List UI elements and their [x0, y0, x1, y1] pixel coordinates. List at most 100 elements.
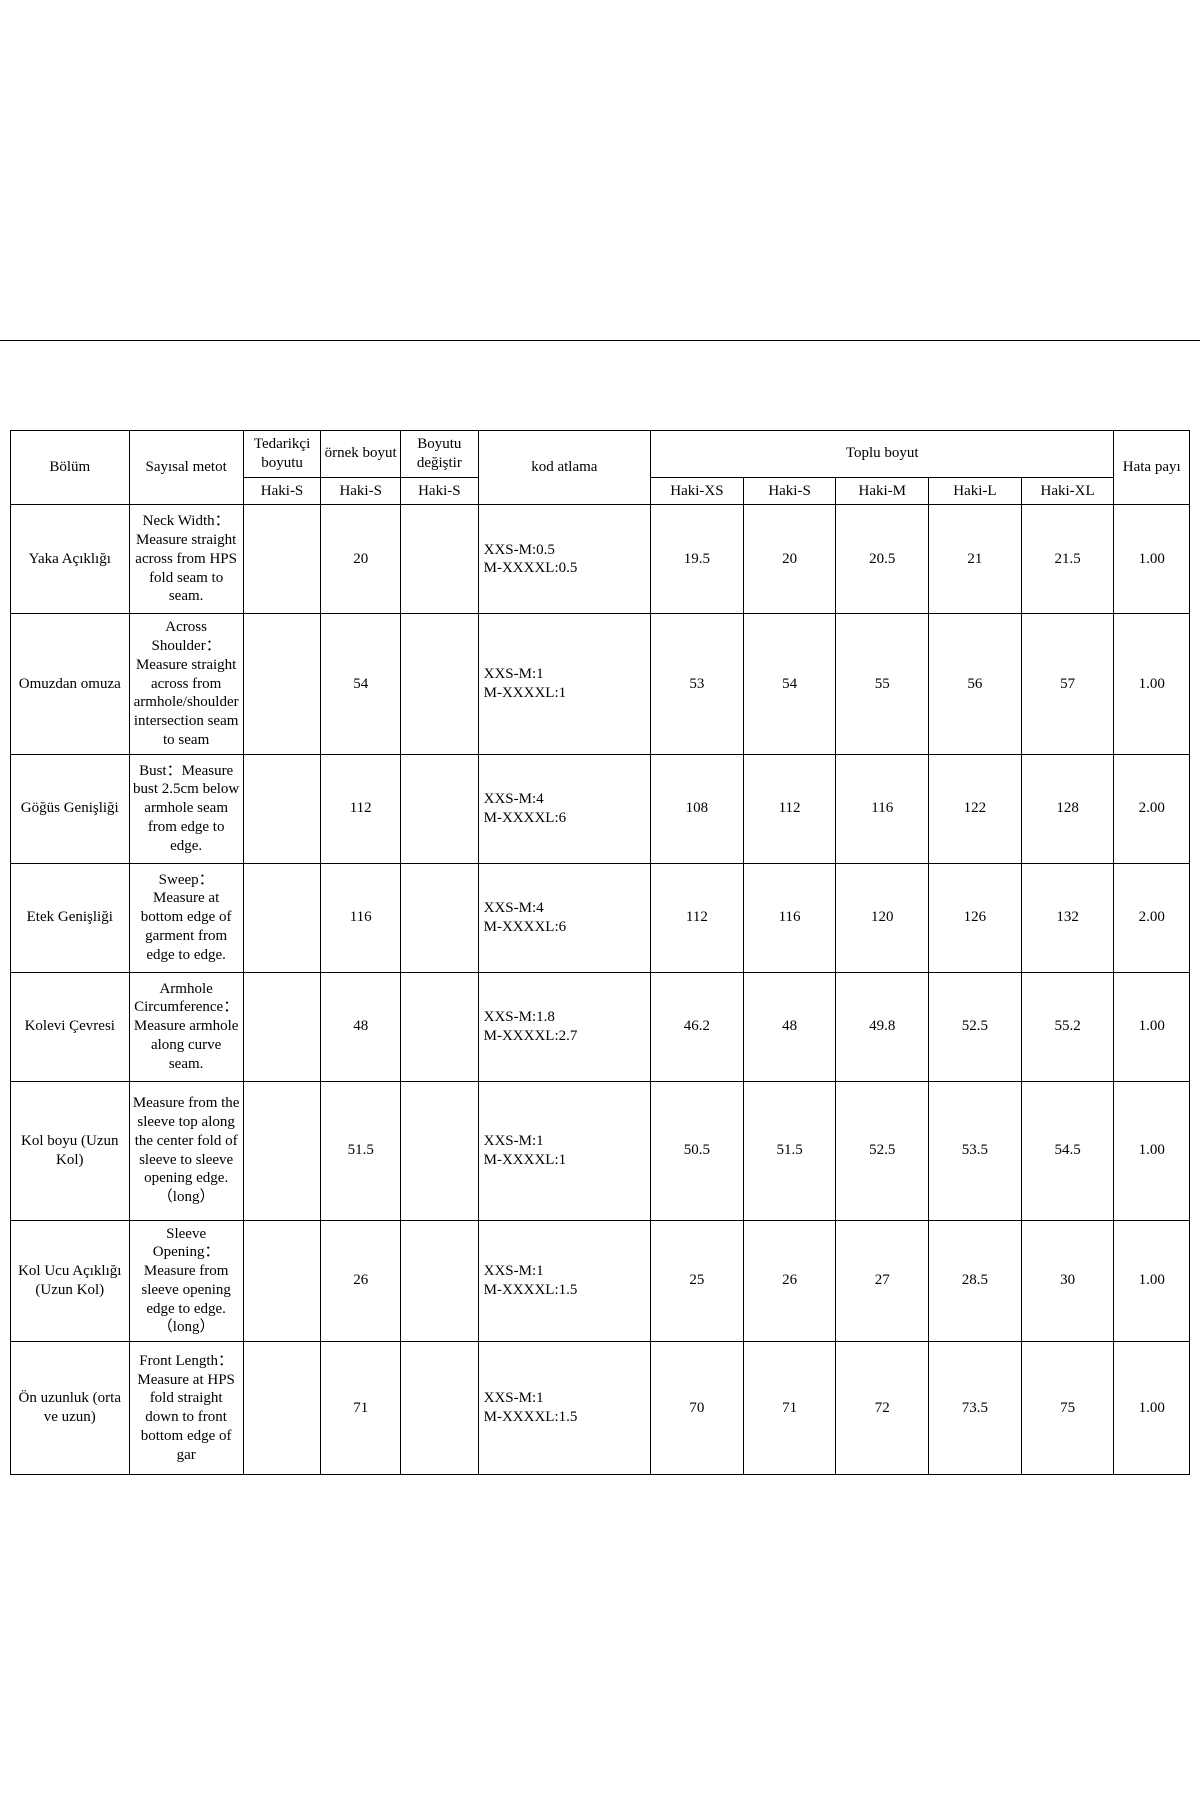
kod-line-2: M-XXXXL:2.7 [482, 1027, 647, 1046]
cell-kod: XXS-M:4 M-XXXXL:6 [478, 863, 650, 972]
cell-l: 73.5 [929, 1342, 1022, 1475]
cell-tedarikci [243, 505, 321, 614]
cell-ornek: 71 [321, 1342, 401, 1475]
table-row: Omuzdan omuza Across Shoulder：Measure st… [11, 614, 1190, 754]
table-row: Ön uzunluk (orta ve uzun) Front Length：M… [11, 1342, 1190, 1475]
cell-bolum: Göğüs Genişliği [11, 754, 130, 863]
cell-kod: XXS-M:1 M-XXXXL:1.5 [478, 1342, 650, 1475]
cell-s: 20 [743, 505, 836, 614]
cell-m: 72 [836, 1342, 929, 1475]
cell-method: Front Length：Measure at HPS fold straigh… [129, 1342, 243, 1475]
cell-method: Across Shoulder：Measure straight across … [129, 614, 243, 754]
cell-bolum: Ön uzunluk (orta ve uzun) [11, 1342, 130, 1475]
cell-bolum: Kol Ucu Açıklığı (Uzun Kol) [11, 1220, 130, 1342]
cell-m: 20.5 [836, 505, 929, 614]
cell-ornek: 54 [321, 614, 401, 754]
cell-bolum: Omuzdan omuza [11, 614, 130, 754]
cell-tedarikci [243, 863, 321, 972]
cell-method: Measure from the sleeve top along the ce… [129, 1081, 243, 1220]
cell-xl: 75 [1021, 1342, 1114, 1475]
cell-m: 120 [836, 863, 929, 972]
cell-tedarikci [243, 754, 321, 863]
cell-tedarikci [243, 1220, 321, 1342]
cell-degis [401, 1081, 479, 1220]
cell-bolum: Kol boyu (Uzun Kol) [11, 1081, 130, 1220]
cell-xl: 57 [1021, 614, 1114, 754]
cell-s: 54 [743, 614, 836, 754]
cell-degis [401, 505, 479, 614]
cell-xs: 108 [651, 754, 744, 863]
cell-method: Sweep： Measure at bottom edge of garment… [129, 863, 243, 972]
cell-l: 53.5 [929, 1081, 1022, 1220]
cell-degis [401, 1342, 479, 1475]
divider-line [0, 340, 1200, 341]
cell-degis [401, 1220, 479, 1342]
subheader-s: Haki-S [743, 477, 836, 505]
subheader-m: Haki-M [836, 477, 929, 505]
size-table: Bölüm Sayısal metot Tedarikçi boyutu örn… [10, 430, 1190, 1475]
cell-xs: 70 [651, 1342, 744, 1475]
cell-xs: 53 [651, 614, 744, 754]
cell-bolum: Kolevi Çevresi [11, 972, 130, 1081]
header-tedarikci: Tedarikçi boyutu [243, 431, 321, 478]
cell-l: 21 [929, 505, 1022, 614]
kod-line-1: XXS-M:1 [482, 1132, 647, 1151]
cell-xs: 50.5 [651, 1081, 744, 1220]
cell-method: Sleeve Opening：Measure from sleeve openi… [129, 1220, 243, 1342]
cell-method: Armhole Circumference：Measure armhole al… [129, 972, 243, 1081]
table-row: Yaka Açıklığı Neck Width：Measure straigh… [11, 505, 1190, 614]
cell-xl: 30 [1021, 1220, 1114, 1342]
table-row: Etek Genişliği Sweep： Measure at bottom … [11, 863, 1190, 972]
kod-line-2: M-XXXXL:1.5 [482, 1281, 647, 1300]
subheader-l: Haki-L [929, 477, 1022, 505]
cell-tedarikci [243, 972, 321, 1081]
cell-tedarikci [243, 614, 321, 754]
cell-tedarikci [243, 1342, 321, 1475]
kod-line-1: XXS-M:4 [482, 790, 647, 809]
header-hata: Hata payı [1114, 431, 1190, 505]
header-degistir: Boyutu değiştir [401, 431, 479, 478]
cell-kod: XXS-M:0.5 M-XXXXL:0.5 [478, 505, 650, 614]
cell-method: Bust：Measure bust 2.5cm below armhole se… [129, 754, 243, 863]
cell-kod: XXS-M:4 M-XXXXL:6 [478, 754, 650, 863]
subheader-hakis-2: Haki-S [321, 477, 401, 505]
kod-line-2: M-XXXXL:1 [482, 1151, 647, 1170]
kod-line-2: M-XXXXL:0.5 [482, 559, 647, 578]
cell-xs: 112 [651, 863, 744, 972]
cell-bolum: Yaka Açıklığı [11, 505, 130, 614]
kod-line-1: XXS-M:1 [482, 1262, 647, 1281]
table-body: Yaka Açıklığı Neck Width：Measure straigh… [11, 505, 1190, 1475]
cell-xl: 54.5 [1021, 1081, 1114, 1220]
cell-xl: 55.2 [1021, 972, 1114, 1081]
cell-degis [401, 972, 479, 1081]
cell-l: 126 [929, 863, 1022, 972]
cell-degis [401, 754, 479, 863]
cell-hata: 1.00 [1114, 614, 1190, 754]
kod-line-1: XXS-M:1 [482, 665, 647, 684]
cell-xs: 25 [651, 1220, 744, 1342]
cell-kod: XXS-M:1 M-XXXXL:1 [478, 614, 650, 754]
cell-hata: 1.00 [1114, 1342, 1190, 1475]
kod-line-1: XXS-M:4 [482, 899, 647, 918]
table-header: Bölüm Sayısal metot Tedarikçi boyutu örn… [11, 431, 1190, 505]
cell-bolum: Etek Genişliği [11, 863, 130, 972]
subheader-hakis-3: Haki-S [401, 477, 479, 505]
cell-tedarikci [243, 1081, 321, 1220]
table-row: Kol Ucu Açıklığı (Uzun Kol) Sleeve Openi… [11, 1220, 1190, 1342]
header-ornek: örnek boyut [321, 431, 401, 478]
cell-kod: XXS-M:1 M-XXXXL:1.5 [478, 1220, 650, 1342]
cell-method: Neck Width：Measure straight across from … [129, 505, 243, 614]
cell-ornek: 20 [321, 505, 401, 614]
subheader-xl: Haki-XL [1021, 477, 1114, 505]
cell-degis [401, 863, 479, 972]
cell-l: 56 [929, 614, 1022, 754]
cell-s: 48 [743, 972, 836, 1081]
cell-kod: XXS-M:1.8 M-XXXXL:2.7 [478, 972, 650, 1081]
cell-l: 52.5 [929, 972, 1022, 1081]
cell-m: 55 [836, 614, 929, 754]
cell-hata: 1.00 [1114, 972, 1190, 1081]
cell-ornek: 112 [321, 754, 401, 863]
header-kod: kod atlama [478, 431, 650, 505]
cell-xl: 132 [1021, 863, 1114, 972]
header-toplu-boyut: Toplu boyut [651, 431, 1114, 478]
